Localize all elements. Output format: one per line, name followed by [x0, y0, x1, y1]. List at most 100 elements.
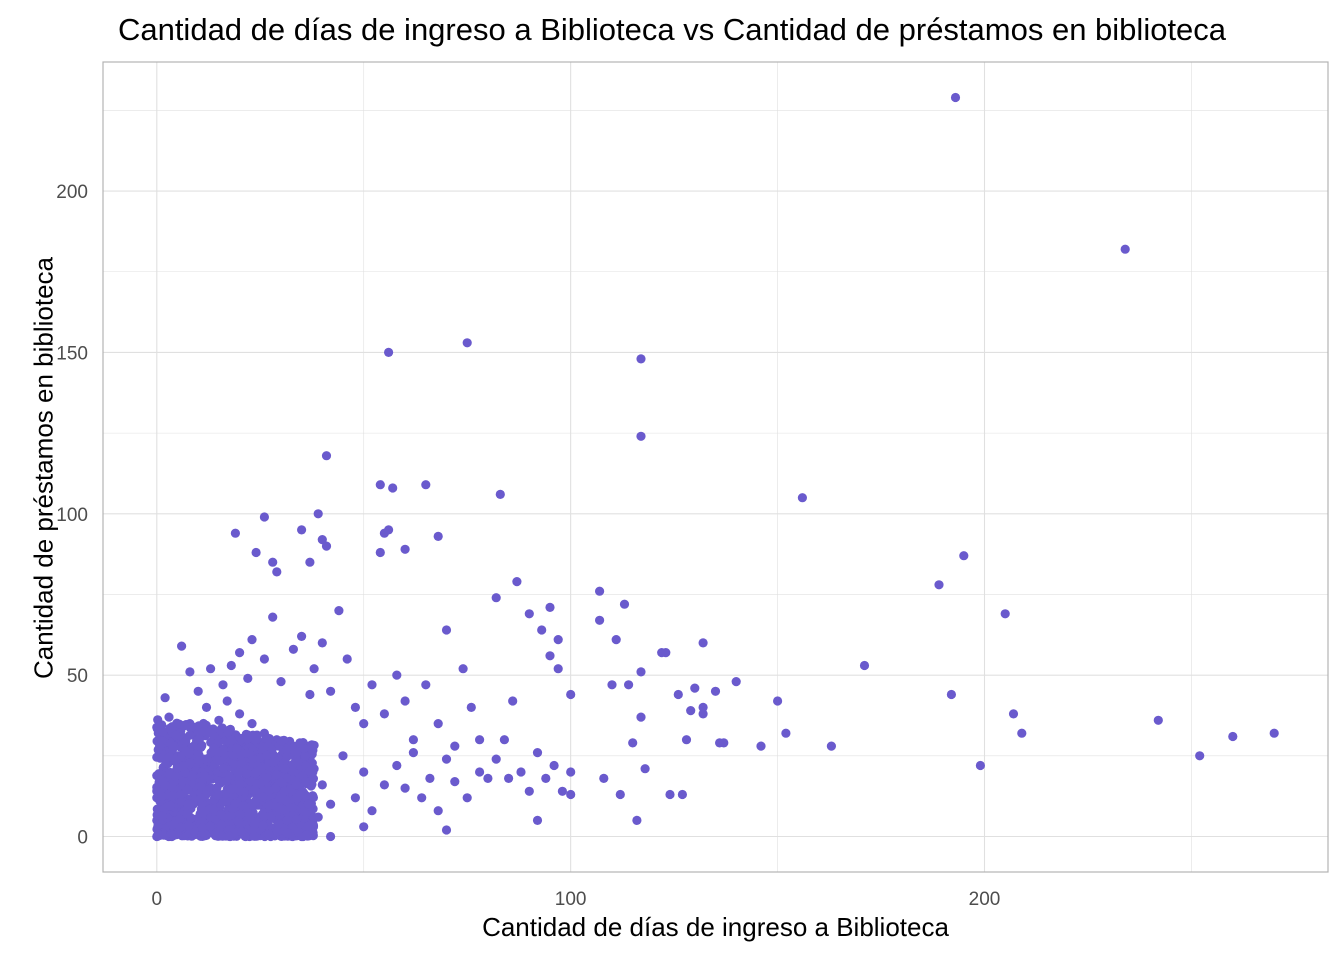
data-point: [219, 763, 229, 774]
data-point: [475, 767, 485, 777]
data-point: [277, 777, 287, 788]
data-point: [183, 799, 193, 809]
data-point: [408, 735, 418, 745]
data-point: [247, 635, 257, 645]
data-point: [243, 673, 253, 684]
data-point: [272, 826, 282, 837]
data-point: [1008, 709, 1019, 719]
data-point: [157, 791, 167, 802]
data-point: [367, 806, 377, 816]
panel-border: [102, 61, 1329, 873]
data-point: [218, 797, 228, 807]
data-point: [636, 354, 646, 364]
data-point: [532, 748, 543, 758]
data-point: [553, 635, 563, 645]
data-point: [282, 815, 292, 826]
data-point: [208, 804, 218, 815]
data-point: [499, 735, 509, 745]
data-point: [359, 822, 369, 832]
y-axis-title: Cantidad de préstamos en biblioteca: [28, 256, 59, 680]
data-point: [512, 577, 522, 587]
data-point: [1269, 728, 1279, 738]
data-point: [261, 750, 272, 761]
data-point: [232, 744, 242, 754]
data-point: [224, 831, 234, 842]
data-point: [271, 770, 282, 780]
data-point: [301, 776, 311, 787]
data-point: [247, 719, 257, 729]
data-point: [636, 431, 646, 441]
data-point: [181, 736, 191, 747]
data-point: [259, 654, 269, 664]
data-point: [673, 689, 683, 700]
data-point: [450, 741, 460, 751]
data-point: [185, 667, 195, 677]
data-point: [934, 580, 944, 590]
data-point: [292, 814, 302, 825]
data-point: [321, 451, 332, 461]
data-point: [297, 525, 307, 535]
data-point: [441, 825, 452, 835]
data-point: [249, 831, 259, 841]
data-point: [303, 799, 313, 809]
data-point: [309, 664, 319, 674]
data-point: [164, 752, 175, 762]
data-point: [537, 625, 547, 635]
data-point: [313, 509, 323, 519]
data-point: [165, 801, 175, 811]
x-tick-label: 100: [555, 889, 587, 910]
data-point: [193, 686, 203, 696]
data-point: [233, 768, 243, 778]
data-point: [169, 819, 179, 829]
data-point: [211, 829, 221, 839]
data-point: [532, 815, 543, 826]
data-point: [595, 586, 605, 596]
data-point: [710, 686, 721, 696]
data-point: [681, 735, 692, 745]
data-point: [433, 806, 443, 816]
data-point: [773, 696, 783, 706]
data-point: [215, 756, 225, 766]
data-point: [201, 702, 212, 713]
data-point: [462, 338, 472, 348]
data-point: [379, 780, 389, 790]
data-point: [268, 612, 278, 622]
data-point: [274, 819, 284, 829]
data-points: [152, 92, 1279, 842]
data-point: [171, 730, 181, 741]
data-point: [300, 751, 310, 761]
data-point: [287, 766, 297, 777]
x-tick-label: 0: [152, 889, 163, 910]
data-point: [206, 664, 216, 674]
data-point: [242, 769, 252, 779]
y-axis-ticks: 0 50 100 150 200: [56, 182, 88, 848]
data-point: [384, 525, 394, 535]
data-point: [276, 677, 286, 687]
data-point: [297, 631, 307, 642]
data-point: [235, 648, 245, 658]
data-point: [212, 783, 222, 793]
data-point: [216, 820, 227, 830]
data-point: [421, 480, 431, 490]
data-point: [400, 783, 410, 793]
x-axis-ticks: 0 100 200: [152, 889, 1001, 910]
data-point: [1120, 244, 1130, 254]
data-point: [179, 720, 190, 731]
data-point: [797, 493, 808, 503]
data-point: [288, 644, 298, 654]
data-point: [483, 773, 493, 784]
data-point: [566, 689, 576, 700]
data-point: [508, 696, 518, 706]
data-point: [607, 680, 617, 690]
data-point: [400, 696, 410, 706]
data-point: [719, 738, 729, 748]
data-point: [214, 715, 224, 725]
data-point: [595, 615, 605, 625]
data-point: [301, 830, 312, 840]
data-point: [182, 785, 193, 795]
data-point: [458, 664, 468, 674]
data-point: [553, 664, 563, 674]
data-point: [259, 512, 269, 522]
data-point: [615, 789, 625, 800]
